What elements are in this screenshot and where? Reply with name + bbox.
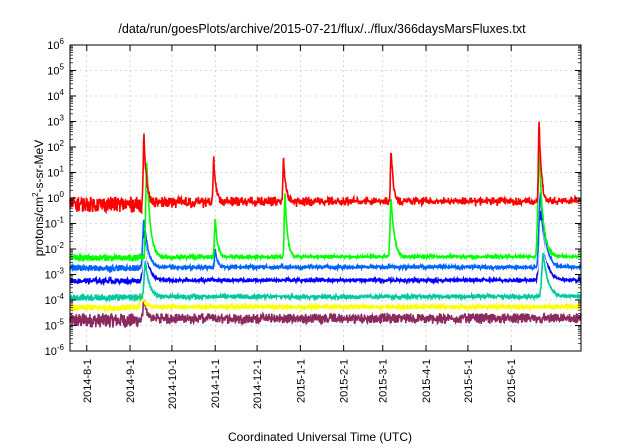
x-axis-label: Coordinated Universal Time (UTC) <box>228 430 412 444</box>
x-axis-ticks: 2014-8-1 2014-9-1 2014-10-1 2014-11-1 2014-1… <box>82 45 518 409</box>
x-tick-label: 2015-1-1 <box>295 359 307 403</box>
y-tick-label: 106 <box>47 37 64 52</box>
grid-lines <box>70 45 581 351</box>
series-line <box>69 293 582 314</box>
x-tick-label: 2015-5-1 <box>463 359 475 403</box>
x-tick-label: 2014-9-1 <box>125 359 137 403</box>
x-tick-label: 2014-8-1 <box>82 359 94 403</box>
y-tick-label: 105 <box>47 63 64 78</box>
y-tick-label: 10-2 <box>45 241 65 256</box>
series-line <box>69 252 582 303</box>
x-tick-label: 2015-6-1 <box>506 359 518 403</box>
chart-title: /data/run/goesPlots/archive/2015-07-21/f… <box>118 22 526 36</box>
x-tick-label: 2014-11-1 <box>210 359 222 408</box>
y-tick-label: 10-5 <box>45 318 65 333</box>
x-tick-label: 2014-10-1 <box>167 359 179 409</box>
y-tick-label: 10-1 <box>45 216 65 231</box>
series-line <box>69 192 582 274</box>
y-tick-label: 104 <box>47 88 64 103</box>
x-tick-label: 2015-2-1 <box>339 359 351 403</box>
x-tick-label: 2015-4-1 <box>421 359 433 403</box>
series-line <box>69 220 582 279</box>
series-line <box>69 299 582 329</box>
y-tick-label: 10-4 <box>45 292 65 307</box>
x-tick-label: 2014-12-1 <box>252 359 264 409</box>
series-line <box>69 121 582 215</box>
y-axis-ticks: 10-6 10-5 10-4 10-3 10-2 10-1 100 101 102 103 104 1… <box>45 37 581 358</box>
series-line <box>69 153 582 263</box>
series-lines <box>69 121 582 329</box>
y-tick-label: 100 <box>47 190 64 205</box>
y-tick-label: 10-6 <box>45 343 65 358</box>
y-tick-label: 101 <box>47 165 64 180</box>
y-tick-label: 103 <box>47 114 64 129</box>
series-line <box>69 210 582 287</box>
y-axis-label: protons/cm2-s-sr-MeV <box>31 140 46 256</box>
y-tick-label: 102 <box>47 139 64 154</box>
x-tick-label: 2015-3-1 <box>378 359 390 403</box>
y-tick-label: 10-3 <box>45 267 65 282</box>
